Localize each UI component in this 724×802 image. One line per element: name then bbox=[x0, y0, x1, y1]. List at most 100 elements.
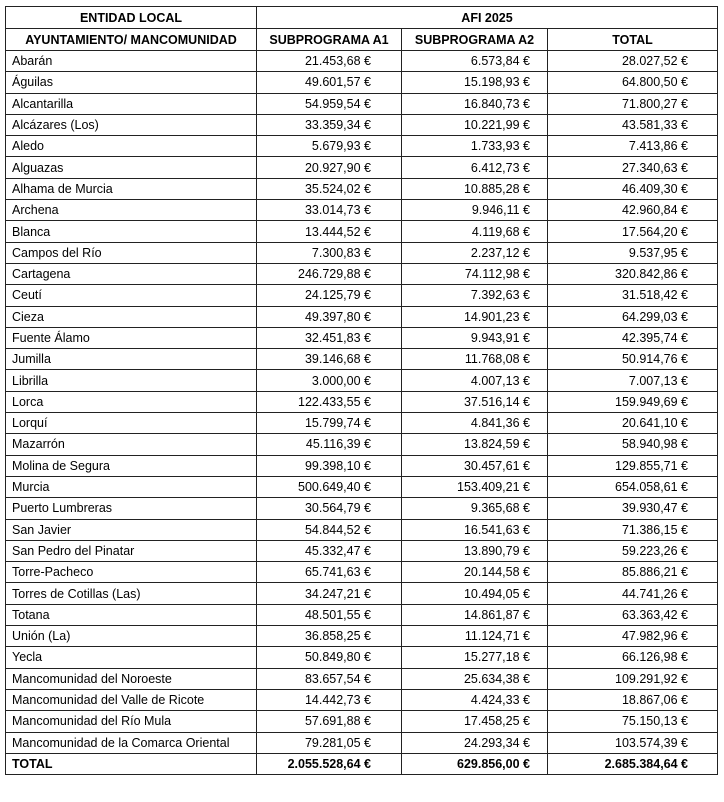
entity-cell: Murcia bbox=[5, 475, 257, 499]
a1-cell: 20.927,90 € bbox=[256, 156, 402, 179]
a2-cell: 9.365,68 € bbox=[401, 497, 548, 520]
entity-cell: Yecla bbox=[5, 646, 257, 669]
total-cell: 85.886,21 € bbox=[546, 561, 719, 584]
a1-cell: 45.332,47 € bbox=[256, 539, 402, 563]
a2-cell: 153.409,21 € bbox=[401, 475, 548, 499]
table-row: Murcia 500.649,40 €153.409,21 €654.058,61… bbox=[5, 475, 719, 499]
total-cell: 129.855,71 € bbox=[546, 454, 719, 477]
table-row: Alcantarilla 54.959,54 €16.840,73 €71.800… bbox=[5, 92, 719, 115]
total-cell: 42.395,74 € bbox=[546, 326, 719, 350]
entity-cell: Unión (La) bbox=[5, 625, 257, 648]
entity-cell: Abarán bbox=[5, 49, 257, 73]
total-cell: 75.150,13 € bbox=[546, 710, 719, 733]
entity-cell: Torre-Pacheco bbox=[5, 561, 257, 584]
a2-cell: 6.412,73 € bbox=[401, 156, 548, 179]
a1-cell: 3.000,00 € bbox=[256, 369, 402, 392]
total-cell: 18.867,06 € bbox=[546, 688, 719, 712]
table-row: San Pedro del Pinatar 45.332,47 €13.890,7… bbox=[5, 539, 719, 563]
table-row: Lorca 122.433,55 €37.516,14 €159.949,69 € bbox=[5, 390, 719, 414]
table-row: Cieza 49.397,80 €14.901,23 €64.299,03 € bbox=[5, 305, 719, 328]
a1-cell: 5.679,93 € bbox=[256, 135, 402, 158]
table-body: Abarán 21.453,68 €6.573,84 €28.027,52 € Ág… bbox=[5, 49, 719, 776]
a2-cell: 14.861,87 € bbox=[401, 603, 548, 627]
total-cell: 42.960,84 € bbox=[546, 199, 719, 222]
a2-cell: 11.768,08 € bbox=[401, 348, 548, 371]
total-cell: 27.340,63 € bbox=[546, 156, 719, 179]
a2-cell: 14.901,23 € bbox=[401, 305, 548, 328]
a1-cell: 49.601,57 € bbox=[256, 71, 402, 94]
table-row: San Javier 54.844,52 €16.541,63 €71.386,1… bbox=[5, 518, 719, 541]
total-cell: 64.299,03 € bbox=[546, 305, 719, 328]
table-row: Campos del Río 7.300,83 €2.237,12 €9.537,… bbox=[5, 241, 719, 264]
header-group-row: ENTIDAD LOCAL AFI 2025 bbox=[5, 6, 719, 29]
table-row: Fuente Álamo 32.451,83 €9.943,91 €42.395,… bbox=[5, 326, 719, 350]
a2-cell: 4.841,36 € bbox=[401, 412, 548, 435]
a1-cell: 24.125,79 € bbox=[256, 284, 402, 307]
table-row: Alcázares (Los) 33.359,34 €10.221,99 €43.… bbox=[5, 113, 719, 137]
total-cell: 109.291,92 € bbox=[546, 667, 719, 690]
a1-cell: 54.844,52 € bbox=[256, 518, 402, 541]
a1-cell: 122.433,55 € bbox=[256, 390, 402, 414]
header-column-row: AYUNTAMIENTO/ MANCOMUNIDAD SUBPROGRAMA A… bbox=[5, 28, 719, 51]
table-row: Mancomunidad del Noroeste 83.657,54 €25.6… bbox=[5, 667, 719, 690]
table-row: Archena 33.014,73 €9.946,11 €42.960,84 € bbox=[5, 199, 719, 222]
entity-cell: Mancomunidad del Valle de Ricote bbox=[5, 688, 257, 712]
a2-cell: 16.840,73 € bbox=[401, 92, 548, 115]
total-cell: 2.685.384,64 € bbox=[546, 752, 719, 776]
a1-cell: 500.649,40 € bbox=[256, 475, 402, 499]
a1-cell: 13.444,52 € bbox=[256, 220, 402, 243]
entity-cell: Torres de Cotillas (Las) bbox=[5, 582, 257, 605]
a1-cell: 21.453,68 € bbox=[256, 49, 402, 73]
entity-cell: Aledo bbox=[5, 135, 257, 158]
a1-cell: 34.247,21 € bbox=[256, 582, 402, 605]
a2-cell: 11.124,71 € bbox=[401, 625, 548, 648]
total-cell: 59.223,26 € bbox=[546, 539, 719, 563]
table-row: Molina de Segura 99.398,10 €30.457,61 €12… bbox=[5, 454, 719, 477]
a2-cell: 17.458,25 € bbox=[401, 710, 548, 733]
total-cell: 71.800,27 € bbox=[546, 92, 719, 115]
total-cell: 44.741,26 € bbox=[546, 582, 719, 605]
a1-cell: 14.442,73 € bbox=[256, 688, 402, 712]
a2-cell: 30.457,61 € bbox=[401, 454, 548, 477]
entity-cell: Jumilla bbox=[5, 348, 257, 371]
total-cell: 17.564,20 € bbox=[546, 220, 719, 243]
entity-cell: Mancomunidad del Noroeste bbox=[5, 667, 257, 690]
table-row: Lorquí 15.799,74 €4.841,36 €20.641,10 € bbox=[5, 412, 719, 435]
entity-cell: San Pedro del Pinatar bbox=[5, 539, 257, 563]
a2-cell: 13.890,79 € bbox=[401, 539, 548, 563]
table-row: Aledo 5.679,93 €1.733,93 €7.413,86 € bbox=[5, 135, 719, 158]
a2-cell: 16.541,63 € bbox=[401, 518, 548, 541]
header-subprograma-a2: SUBPROGRAMA A2 bbox=[401, 28, 548, 51]
a1-cell: 30.564,79 € bbox=[256, 497, 402, 520]
a1-cell: 48.501,55 € bbox=[256, 603, 402, 627]
header-entity: AYUNTAMIENTO/ MANCOMUNIDAD bbox=[5, 28, 257, 51]
a1-cell: 54.959,54 € bbox=[256, 92, 402, 115]
entity-cell: Fuente Álamo bbox=[5, 326, 257, 350]
a1-cell: 39.146,68 € bbox=[256, 348, 402, 371]
a1-cell: 7.300,83 € bbox=[256, 241, 402, 264]
a1-cell: 246.729,88 € bbox=[256, 262, 402, 286]
entity-cell: Águilas bbox=[5, 71, 257, 94]
a2-cell: 15.277,18 € bbox=[401, 646, 548, 669]
a1-cell: 35.524,02 € bbox=[256, 177, 402, 201]
a1-cell: 33.359,34 € bbox=[256, 113, 402, 137]
total-row: TOTAL 2.055.528,64 €629.856,00 €2.685.384… bbox=[5, 752, 719, 776]
table-row: Alhama de Murcia 35.524,02 €10.885,28 €46… bbox=[5, 177, 719, 201]
afi-2025-table: ENTIDAD LOCAL AFI 2025 AYUNTAMIENTO/ MAN… bbox=[5, 6, 719, 776]
total-cell: 654.058,61 € bbox=[546, 475, 719, 499]
total-cell: 320.842,86 € bbox=[546, 262, 719, 286]
a2-cell: 20.144,58 € bbox=[401, 561, 548, 584]
total-cell: 66.126,98 € bbox=[546, 646, 719, 669]
table-row: Mancomunidad de la Comarca Oriental 79.28… bbox=[5, 731, 719, 754]
table-row: Blanca 13.444,52 €4.119,68 €17.564,20 € bbox=[5, 220, 719, 243]
a2-cell: 4.119,68 € bbox=[401, 220, 548, 243]
header-entidad-local: ENTIDAD LOCAL bbox=[5, 6, 257, 29]
total-cell: 43.581,33 € bbox=[546, 113, 719, 137]
a2-cell: 2.237,12 € bbox=[401, 241, 548, 264]
entity-cell: Mancomunidad de la Comarca Oriental bbox=[5, 731, 257, 754]
total-cell: 64.800,50 € bbox=[546, 71, 719, 94]
entity-cell: Archena bbox=[5, 199, 257, 222]
a2-cell: 9.946,11 € bbox=[401, 199, 548, 222]
table-row: Abarán 21.453,68 €6.573,84 €28.027,52 € bbox=[5, 49, 719, 73]
header-total: TOTAL bbox=[546, 28, 719, 51]
